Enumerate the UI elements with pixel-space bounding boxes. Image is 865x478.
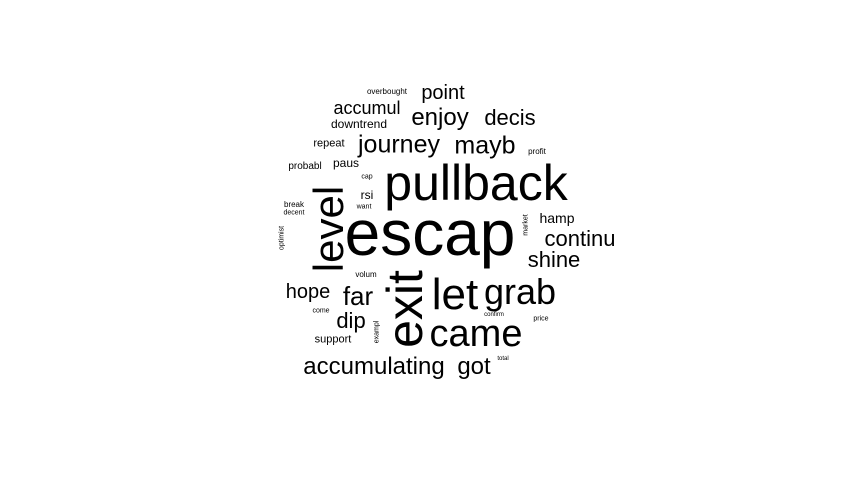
word-let: let <box>431 270 479 319</box>
word-rsi: rsi <box>360 188 374 202</box>
word-break: break <box>283 200 305 209</box>
word-confirm: confirm <box>484 312 504 318</box>
word-exit: exit <box>377 270 433 348</box>
word-market: market <box>522 214 530 236</box>
word-probabl: probabl <box>288 161 322 172</box>
word-decent: decent <box>283 209 305 217</box>
word-hamp: hamp <box>539 210 575 226</box>
word-got: got <box>457 353 491 380</box>
word-price: price <box>533 315 549 323</box>
word-journey: journey <box>358 130 440 159</box>
word-profit: profit <box>528 147 546 156</box>
word-overbought: overbought <box>366 87 408 96</box>
word-support: support <box>314 333 352 346</box>
word-level: level <box>305 185 352 273</box>
word-exampl: exampl <box>373 320 381 344</box>
word-total: total <box>497 356 509 362</box>
word-want: want <box>356 203 372 211</box>
word-continu: continu <box>544 226 616 251</box>
word-accumulating: accumulating <box>303 353 445 380</box>
word-paus: paus <box>332 156 360 170</box>
word-come: come <box>312 307 330 315</box>
word-grab: grab <box>483 271 557 312</box>
word-volum: volum <box>355 270 377 279</box>
word-pullback: pullback <box>384 155 568 211</box>
word-far: far <box>342 281 374 311</box>
word-escap: escap <box>344 197 516 269</box>
word-mayb: mayb <box>454 131 516 160</box>
word-came: came <box>429 313 523 355</box>
word-repeat: repeat <box>313 137 345 150</box>
word-cap: cap <box>361 173 373 181</box>
word-optimist: optimist <box>278 225 286 251</box>
word-decis: decis <box>484 105 536 130</box>
word-enjoy: enjoy <box>411 104 469 131</box>
word-downtrend: downtrend <box>330 117 388 131</box>
word-accumul: accumul <box>333 98 401 118</box>
word-point: point <box>421 82 465 104</box>
word-dip: dip <box>336 308 366 333</box>
word-shine: shine <box>527 247 581 272</box>
word-hope: hope <box>285 281 331 303</box>
